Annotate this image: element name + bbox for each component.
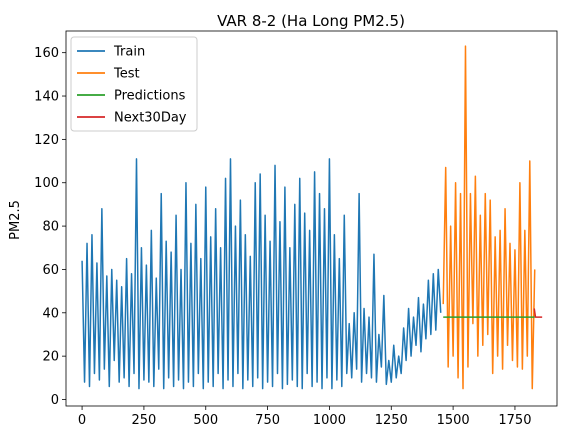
y-axis: 0 20 40 60 80 100 120 140 160 (34, 46, 66, 408)
x-tick-label: 1000 (313, 413, 346, 428)
y-axis-label: PM2.5 (8, 200, 23, 240)
y-tick-label: 100 (34, 176, 59, 191)
x-tick-label: 1500 (437, 413, 470, 428)
legend-label: Train (113, 45, 145, 60)
y-tick-label: 60 (42, 263, 59, 278)
series-line-train (81, 158, 442, 390)
plot-frame (65, 30, 558, 407)
y-tick-label: 80 (42, 220, 59, 235)
y-tick-label: 0 (51, 393, 59, 408)
x-axis: 0 250 500 750 1000 1250 1500 1750 (78, 406, 531, 428)
chart-title: VAR 8-2 (Ha Long PM2.5) (217, 12, 405, 30)
plot-area (81, 45, 543, 390)
legend-label: Test (113, 67, 140, 82)
legend-label: Next30Day (114, 111, 187, 126)
x-tick-label: 0 (78, 413, 86, 428)
y-tick-label: 20 (42, 350, 59, 365)
legend-box (70, 36, 198, 132)
x-tick-label: 250 (132, 413, 157, 428)
x-tick-label: 1250 (375, 413, 408, 428)
y-tick-label: 40 (42, 306, 59, 321)
y-tick-label: 160 (34, 46, 59, 61)
x-tick-label: 500 (193, 413, 218, 428)
x-tick-label: 750 (255, 413, 280, 428)
legend-label: Predictions (114, 89, 186, 104)
legend: Train Test Predictions Next30Day (70, 36, 198, 132)
y-tick-label: 120 (34, 133, 59, 148)
y-tick-label: 140 (34, 90, 59, 105)
series-line-next30day (533, 308, 543, 318)
x-tick-label: 1750 (498, 413, 531, 428)
series-line-test (442, 45, 536, 390)
